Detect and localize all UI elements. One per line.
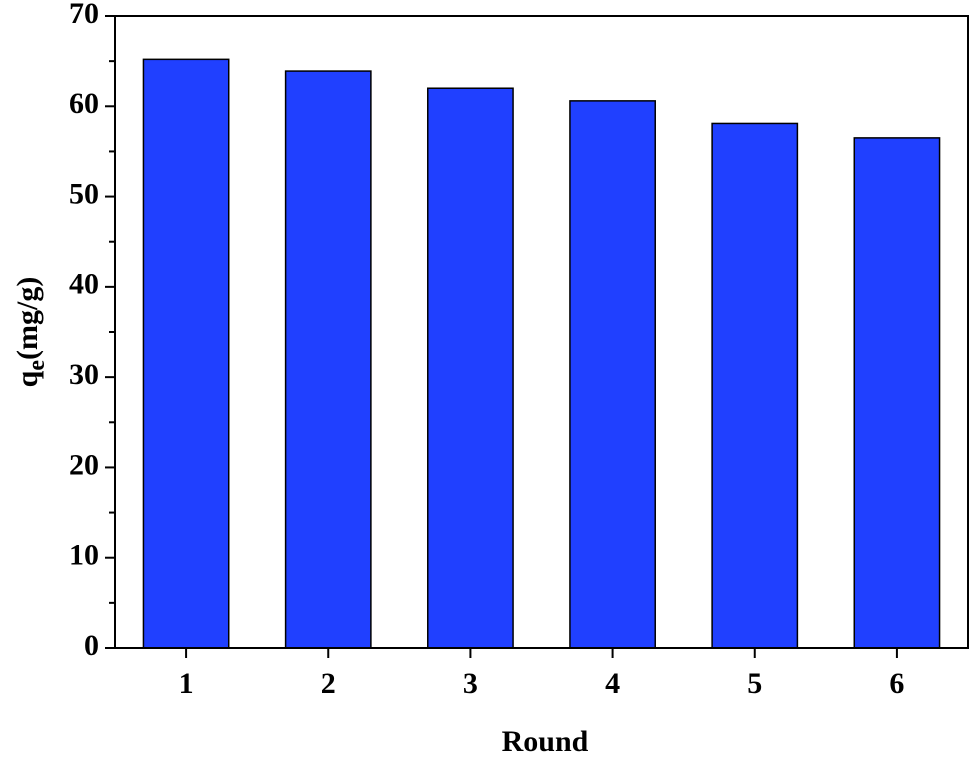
y-tick-label: 60	[69, 87, 99, 120]
y-tick-label: 70	[69, 0, 99, 30]
y-tick-label: 40	[69, 268, 99, 301]
plot-frame	[114, 15, 969, 649]
y-axis-label: qe(mg/g)	[11, 277, 50, 388]
y-tick-label: 20	[69, 448, 99, 481]
x-tick-label: 1	[179, 667, 194, 700]
bar	[853, 137, 941, 649]
x-axis-label: Round	[502, 725, 589, 758]
bar	[427, 87, 514, 649]
y-label-rest: (mg/g)	[11, 277, 44, 360]
bar	[569, 100, 656, 649]
bar	[711, 122, 799, 649]
x-tick-label: 2	[321, 667, 336, 700]
y-tick-label: 0	[84, 629, 99, 662]
y-label-base: q	[11, 370, 44, 387]
bar	[284, 70, 372, 649]
y-label-sub: e	[24, 360, 50, 371]
bar	[142, 58, 230, 649]
x-tick-label: 4	[605, 667, 620, 700]
y-tick-label: 10	[69, 539, 99, 572]
x-tick-label: 3	[463, 667, 478, 700]
y-tick-label: 30	[69, 358, 99, 391]
x-tick-label: 5	[747, 667, 762, 700]
y-tick-label: 50	[69, 177, 99, 210]
x-tick-label: 6	[889, 667, 904, 700]
